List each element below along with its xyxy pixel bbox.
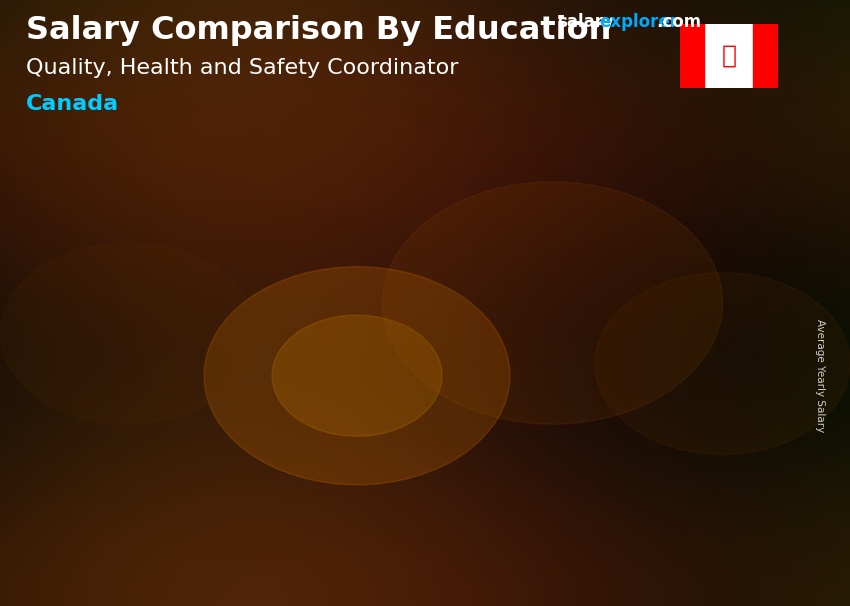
- Text: .com: .com: [656, 13, 701, 32]
- Bar: [534, 241, 541, 533]
- Bar: [303, 299, 311, 533]
- Text: 92,300 CAD: 92,300 CAD: [531, 215, 636, 230]
- Bar: [196, 365, 202, 533]
- Text: Quality, Health and Safety Coordinator: Quality, Health and Safety Coordinator: [26, 58, 458, 78]
- Bar: [656, 241, 662, 533]
- Bar: [308, 299, 434, 533]
- Text: 53,000 CAD: 53,000 CAD: [54, 339, 158, 355]
- Text: +25%: +25%: [452, 197, 542, 225]
- Circle shape: [272, 315, 442, 436]
- Text: Salary Comparison By Education: Salary Comparison By Education: [26, 15, 611, 46]
- Bar: [426, 299, 432, 533]
- Text: Average Yearly Salary: Average Yearly Salary: [815, 319, 825, 432]
- Circle shape: [595, 273, 850, 454]
- Text: explorer: explorer: [599, 13, 678, 32]
- Circle shape: [382, 182, 722, 424]
- Text: salary: salary: [557, 13, 614, 32]
- Bar: [537, 241, 664, 247]
- Bar: [753, 24, 778, 88]
- Bar: [77, 365, 204, 368]
- Bar: [308, 299, 434, 304]
- Circle shape: [204, 267, 510, 485]
- Bar: [73, 365, 81, 533]
- Text: 🍁: 🍁: [722, 44, 736, 68]
- Bar: [77, 365, 204, 533]
- Text: 74,000 CAD: 74,000 CAD: [284, 273, 388, 288]
- Circle shape: [0, 242, 255, 424]
- Text: +40%: +40%: [199, 263, 289, 291]
- Bar: [680, 24, 705, 88]
- Bar: [537, 241, 664, 533]
- Text: Canada: Canada: [26, 94, 119, 114]
